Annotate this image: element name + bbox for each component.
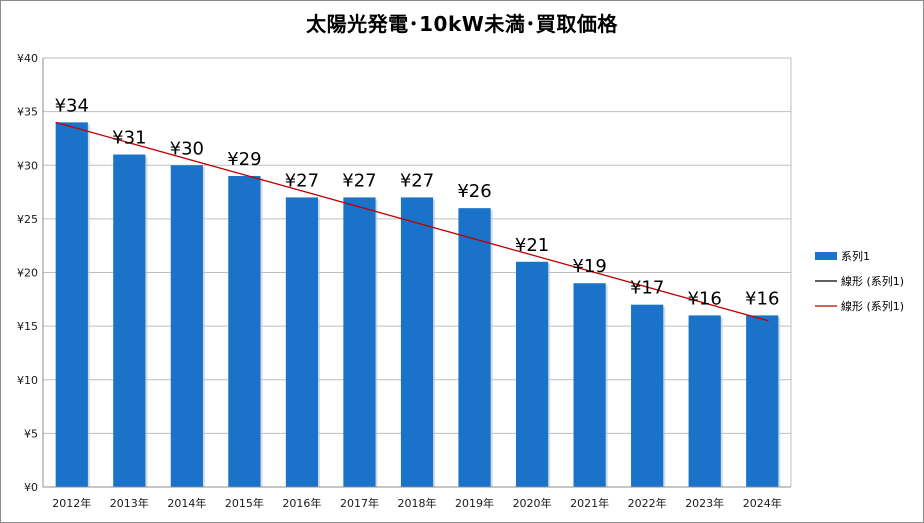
bar (746, 315, 779, 487)
y-tick-label: ¥20 (17, 267, 38, 280)
x-tick-label: 2015年 (225, 496, 264, 510)
bar (55, 122, 88, 487)
bar (285, 197, 319, 488)
data-label: ¥27 (400, 170, 434, 191)
data-label: ¥27 (285, 170, 319, 191)
legend-label: 系列1 (841, 249, 870, 263)
x-tick-label: 2016年 (282, 496, 321, 510)
legend-label: 線形 (系列1) (841, 299, 904, 313)
bar (343, 197, 376, 488)
x-tick-label: 2023年 (685, 496, 724, 510)
data-labels: ¥34 ¥31 ¥30 ¥29 ¥27 ¥27 ¥27 ¥26 ¥21 ¥19 ¥17 ¥16 ¥16 (55, 95, 780, 309)
x-tick-label: 2017年 (340, 496, 379, 510)
legend: 系列1 線形 (系列1) 線形 (系列1) (815, 249, 904, 313)
y-tick-label: ¥0 (24, 481, 38, 494)
x-tick-label: 2020年 (513, 496, 552, 510)
chart-title: 太陽光発電･10kW未満･買取価格 (306, 12, 618, 36)
bar (515, 261, 549, 487)
axes: ¥0 ¥5 ¥10 ¥15 ¥20 ¥25 ¥30 ¥35 ¥40 2012年 2013年 2014年… (17, 52, 792, 510)
y-tick-label: ¥10 (17, 374, 38, 387)
data-label: ¥34 (55, 95, 89, 116)
y-tick-label: ¥40 (17, 52, 38, 65)
legend-label: 線形 (系列1) (841, 274, 904, 288)
data-label: ¥16 (745, 288, 779, 309)
data-label: ¥19 (572, 256, 606, 277)
x-tick-label: 2024年 (743, 496, 782, 510)
data-label: ¥31 (112, 128, 146, 149)
x-tick-label: 2018年 (398, 496, 437, 510)
x-tick-label: 2013年 (110, 496, 149, 510)
data-label: ¥30 (170, 138, 204, 159)
y-tick-label: ¥5 (24, 427, 38, 440)
x-tick-label: 2021年 (570, 496, 609, 510)
bar-series (55, 122, 781, 488)
legend-swatch-bar (815, 252, 837, 260)
data-label: ¥26 (457, 181, 491, 202)
data-label: ¥21 (515, 235, 549, 256)
bar (688, 315, 721, 487)
y-tick-label: ¥25 (17, 213, 38, 226)
trendline-layer (55, 121, 769, 322)
y-tick-label: ¥35 (17, 106, 38, 119)
y-tick-label: ¥30 (17, 159, 38, 172)
x-tick-label: 2012年 (52, 496, 91, 510)
x-tick-label: 2019年 (455, 496, 494, 510)
bar (458, 208, 491, 487)
data-label: ¥29 (227, 149, 261, 170)
bar (113, 154, 146, 487)
y-tick-label: ¥15 (17, 320, 38, 333)
x-tick-label: 2022年 (628, 496, 667, 510)
data-label: ¥27 (342, 170, 376, 191)
bar (170, 165, 203, 487)
bar (631, 304, 664, 487)
data-label: ¥17 (630, 278, 664, 299)
bar (228, 175, 261, 487)
bar (573, 283, 606, 487)
data-label: ¥16 (688, 288, 722, 309)
bar (400, 197, 434, 488)
trendline (55, 121, 769, 322)
x-tick-label: 2014年 (167, 496, 206, 510)
